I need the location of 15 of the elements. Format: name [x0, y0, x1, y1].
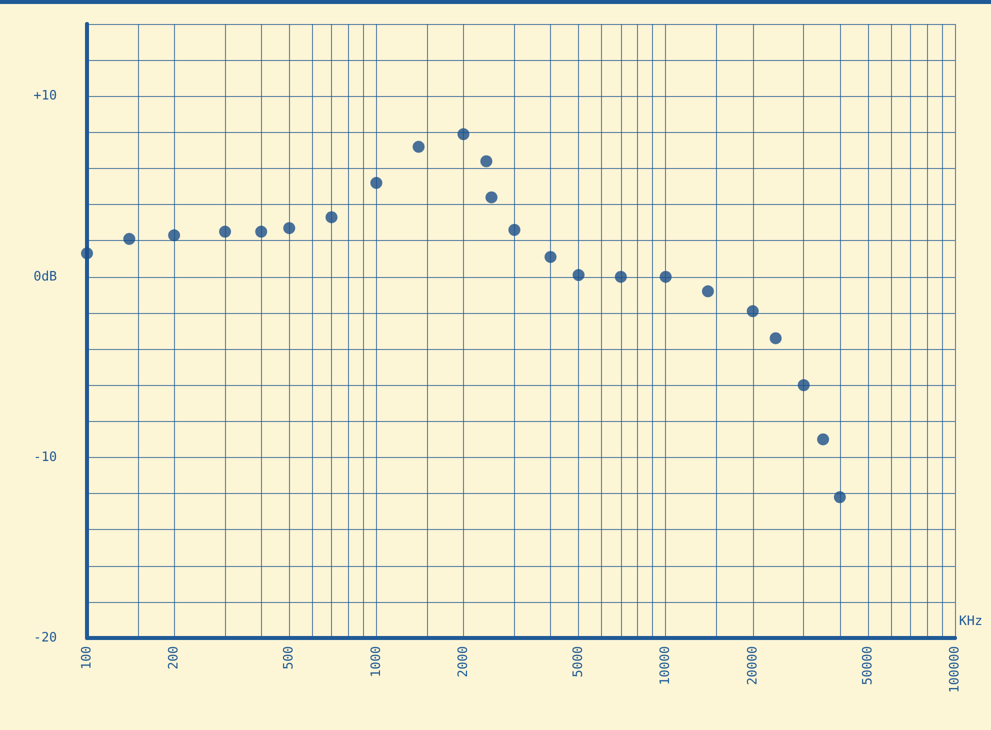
- y-tick-label: -20: [34, 630, 57, 646]
- x-tick-label: 200: [166, 646, 182, 670]
- y-tick-label: 0dB: [34, 269, 58, 284]
- x-tick-label: 1000: [368, 646, 384, 678]
- x-axis-title: KHz: [959, 614, 982, 629]
- x-tick-label: 100000: [948, 646, 962, 693]
- x-tick-label: 2000: [456, 646, 471, 678]
- y-tick-label: -10: [34, 450, 57, 465]
- x-tick-label: 50000: [860, 646, 876, 686]
- y-tick-label: +10: [34, 88, 57, 104]
- x-tick-label: 20000: [745, 646, 760, 686]
- x-tick-label: 500: [282, 646, 297, 670]
- x-tick-label: 10000: [658, 646, 674, 686]
- x-tick-label: 100: [80, 646, 94, 670]
- x-tick-label: 5000: [571, 646, 586, 678]
